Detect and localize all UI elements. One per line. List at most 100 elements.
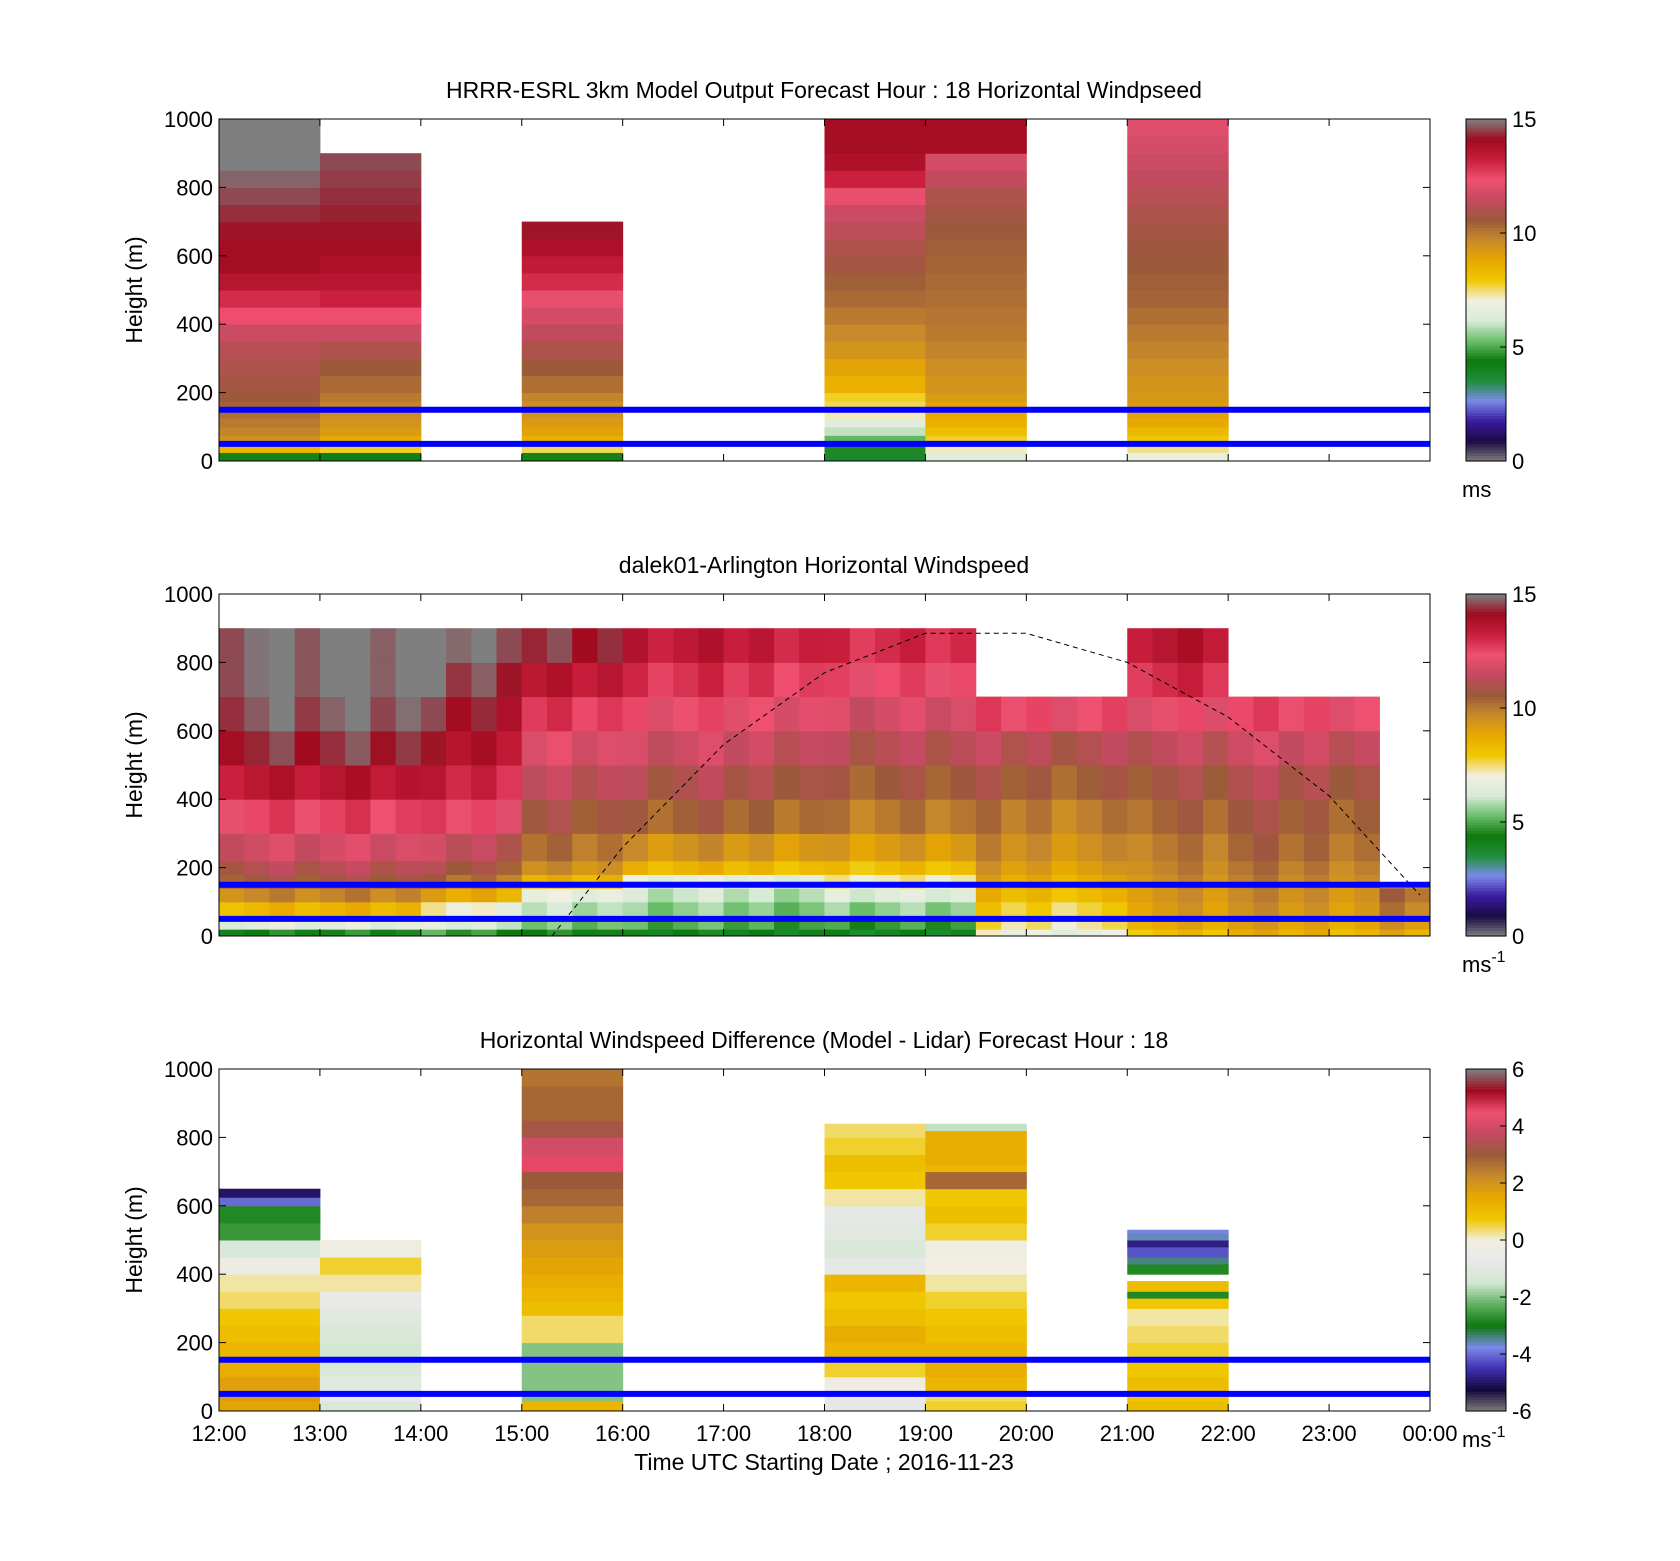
heatmap-cell (244, 901, 270, 916)
heatmap-cell (698, 929, 724, 936)
colorbar-swatch (1466, 1174, 1506, 1178)
colorbar-swatch (1466, 1396, 1506, 1401)
heatmap-cell (446, 929, 472, 936)
heatmap-cells (219, 119, 1229, 461)
heatmap-cell (723, 628, 750, 663)
colorbar-swatch (1466, 765, 1506, 769)
heatmap-cell (647, 730, 674, 766)
colorbar-swatch (1466, 756, 1506, 760)
colorbar-swatch (1466, 1342, 1506, 1347)
heatmap-cell (521, 272, 624, 291)
heatmap-cell (446, 901, 472, 916)
heatmap-cell (521, 238, 624, 257)
colorbar: 0 5 10 15 ms-1 (1462, 582, 1536, 977)
heatmap-cell (950, 929, 977, 936)
heatmap-cell (698, 696, 724, 732)
heatmap-cell (395, 696, 422, 732)
colorbar-swatch (1466, 608, 1506, 612)
colorbar-swatch (1466, 904, 1506, 909)
heatmap-cell (1329, 860, 1355, 875)
heatmap-cell (1102, 888, 1128, 903)
heatmap-cell (319, 409, 422, 419)
heatmap-cell (799, 929, 825, 936)
heatmap-cell (496, 929, 523, 936)
heatmap-cell (521, 765, 548, 800)
heatmap-cell (319, 255, 422, 274)
heatmap-cell (774, 765, 800, 800)
heatmap-cell (546, 696, 573, 732)
heatmap-cell (219, 929, 245, 936)
colorbar-swatch (1466, 281, 1506, 285)
heatmap-cell (219, 1291, 321, 1309)
heatmap-cell (1127, 833, 1153, 862)
heatmap-cell (395, 901, 422, 916)
heatmap-cell (446, 888, 472, 903)
colorbar-swatch (1466, 255, 1506, 260)
colorbar-unit: ms-1 (1462, 1424, 1506, 1452)
colorbar-swatch (1466, 1143, 1506, 1147)
colorbar-swatch (1466, 401, 1506, 405)
heatmap-cell (1379, 888, 1406, 903)
heatmap-cell (1127, 375, 1229, 394)
heatmap-cell (1127, 901, 1153, 916)
colorbar-swatch (1466, 1328, 1506, 1332)
heatmap-cell (925, 1164, 1027, 1173)
heatmap-cell (1177, 833, 1204, 862)
heatmap-cell (219, 1274, 321, 1292)
heatmap-cell (420, 929, 447, 936)
colorbar-swatch (1466, 653, 1506, 658)
heatmap-cell (849, 929, 876, 936)
heatmap-cell (824, 255, 926, 274)
heatmap-cell (597, 901, 624, 916)
colorbar-swatch (1466, 819, 1506, 823)
heatmap-cell (219, 401, 321, 411)
colorbar-swatch (1466, 327, 1506, 331)
y-tick-label: 600 (176, 719, 213, 744)
colorbar-swatch (1466, 1408, 1506, 1412)
heatmap-cell (1026, 929, 1052, 936)
heatmap-cell (294, 730, 321, 766)
colorbar-swatch (1466, 1205, 1506, 1210)
heatmap-cell (1127, 392, 1229, 402)
colorbar-swatch (1466, 298, 1506, 302)
heatmap-cell (647, 799, 674, 834)
colorbar-swatch (1466, 1245, 1506, 1250)
y-axis: 0 200 400 600 800 1000 (164, 1057, 1430, 1424)
heatmap-cell (319, 452, 422, 461)
heatmap-cell (975, 901, 1002, 916)
heatmap-cell (1278, 929, 1305, 936)
heatmap-cell (925, 272, 1027, 291)
colorbar-swatch (1466, 1365, 1506, 1369)
colorbar-swatch (1466, 1362, 1506, 1366)
y-tick-label: 400 (176, 312, 213, 337)
heatmap-cell (824, 833, 851, 862)
y-tick-label: 800 (176, 1125, 213, 1150)
colorbar-swatch (1466, 688, 1506, 692)
heatmap-cell (900, 730, 926, 766)
heatmap-cell (799, 662, 825, 698)
heatmap-cell (319, 1308, 422, 1326)
heatmap-cell (975, 860, 1002, 875)
heatmap-cell (521, 1274, 624, 1289)
heatmap-cell (1076, 765, 1103, 800)
heatmap-cell (900, 929, 926, 936)
heatmap-cell (219, 1257, 321, 1275)
heatmap-cell (1303, 799, 1330, 834)
heatmap-cell (1228, 799, 1254, 834)
heatmap-cell (723, 860, 750, 875)
heatmap-cell (1127, 324, 1229, 342)
heatmap-cell (521, 1301, 624, 1316)
heatmap-cell (1127, 1298, 1229, 1309)
heatmap-cell (219, 662, 245, 698)
heatmap-cell (1303, 901, 1330, 916)
colorbar-swatch (1466, 1220, 1506, 1224)
colorbar-swatch (1466, 315, 1506, 320)
colorbar-swatch (1466, 1086, 1506, 1090)
y-tick-label: 200 (176, 856, 213, 881)
heatmap-cell (1278, 799, 1305, 834)
heatmap-cell (1127, 452, 1229, 461)
colorbar-unit: ms (1462, 477, 1491, 502)
heatmap-cell (723, 765, 750, 800)
heatmap-cell (925, 443, 1027, 453)
